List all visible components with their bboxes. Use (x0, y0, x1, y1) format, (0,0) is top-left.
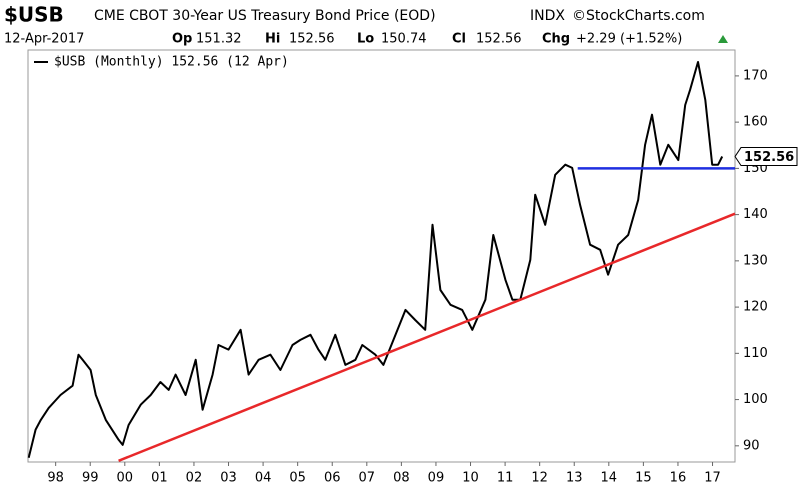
x-tick-label: 98 (47, 471, 64, 486)
x-tick-label: 12 (531, 471, 548, 486)
y-tick-label: 100 (743, 392, 768, 407)
x-tick-label: 14 (601, 471, 618, 486)
exchange: INDX (530, 8, 565, 24)
quote-value: 152.56 (289, 32, 335, 47)
x-tick-label: 99 (82, 471, 99, 486)
x-tick-label: 11 (497, 471, 514, 486)
x-tick-label: 10 (462, 471, 479, 486)
x-tick-label: 02 (186, 471, 203, 486)
y-tick-label: 120 (743, 300, 768, 315)
quote-label: Hi (265, 32, 280, 47)
quote-value: +2.29 (+1.52%) (576, 32, 682, 47)
trend-line (118, 212, 736, 462)
x-tick-label: 09 (428, 471, 445, 486)
price-tag (734, 147, 798, 167)
y-tick-label: 170 (743, 68, 768, 83)
source: ©StockCharts.com (572, 8, 705, 24)
chart-title: CME CBOT 30-Year US Treasury Bond Price … (94, 8, 436, 24)
quote-value: 151.32 (196, 32, 242, 47)
legend-label: $USB (Monthly) 152.56 (12 Apr) (54, 55, 289, 70)
y-tick-label: 140 (743, 207, 768, 222)
price-line (27, 61, 724, 459)
quote-label: Cl (452, 32, 466, 47)
x-tick-label: 16 (670, 471, 687, 486)
quote-value: 152.56 (476, 32, 522, 47)
x-tick-label: 15 (635, 471, 652, 486)
up-arrow (718, 35, 728, 43)
x-tick-label: 17 (704, 471, 721, 486)
y-tick-label: 160 (743, 115, 768, 130)
x-tick-label: 04 (255, 471, 272, 486)
y-tick-label: 110 (743, 346, 768, 361)
quote-label: Lo (357, 32, 374, 47)
x-tick-label: 06 (324, 471, 341, 486)
x-tick-label: 01 (151, 471, 168, 486)
quote-label: Chg (542, 32, 570, 47)
date: 12-Apr-2017 (4, 32, 84, 47)
symbol: $USB (4, 3, 64, 27)
price-tag-label: 152.56 (744, 150, 794, 165)
x-tick-label: 05 (289, 471, 306, 486)
x-tick-label: 07 (359, 471, 376, 486)
x-tick-label: 08 (393, 471, 410, 486)
y-tick-label: 90 (743, 438, 760, 453)
quote-value: 150.74 (381, 32, 427, 47)
x-tick-label: 00 (117, 471, 134, 486)
quote-label: Op (172, 32, 192, 47)
x-tick-label: 03 (220, 471, 237, 486)
plot-frame (27, 49, 736, 463)
x-tick-label: 13 (566, 471, 583, 486)
y-tick-label: 130 (743, 253, 768, 268)
